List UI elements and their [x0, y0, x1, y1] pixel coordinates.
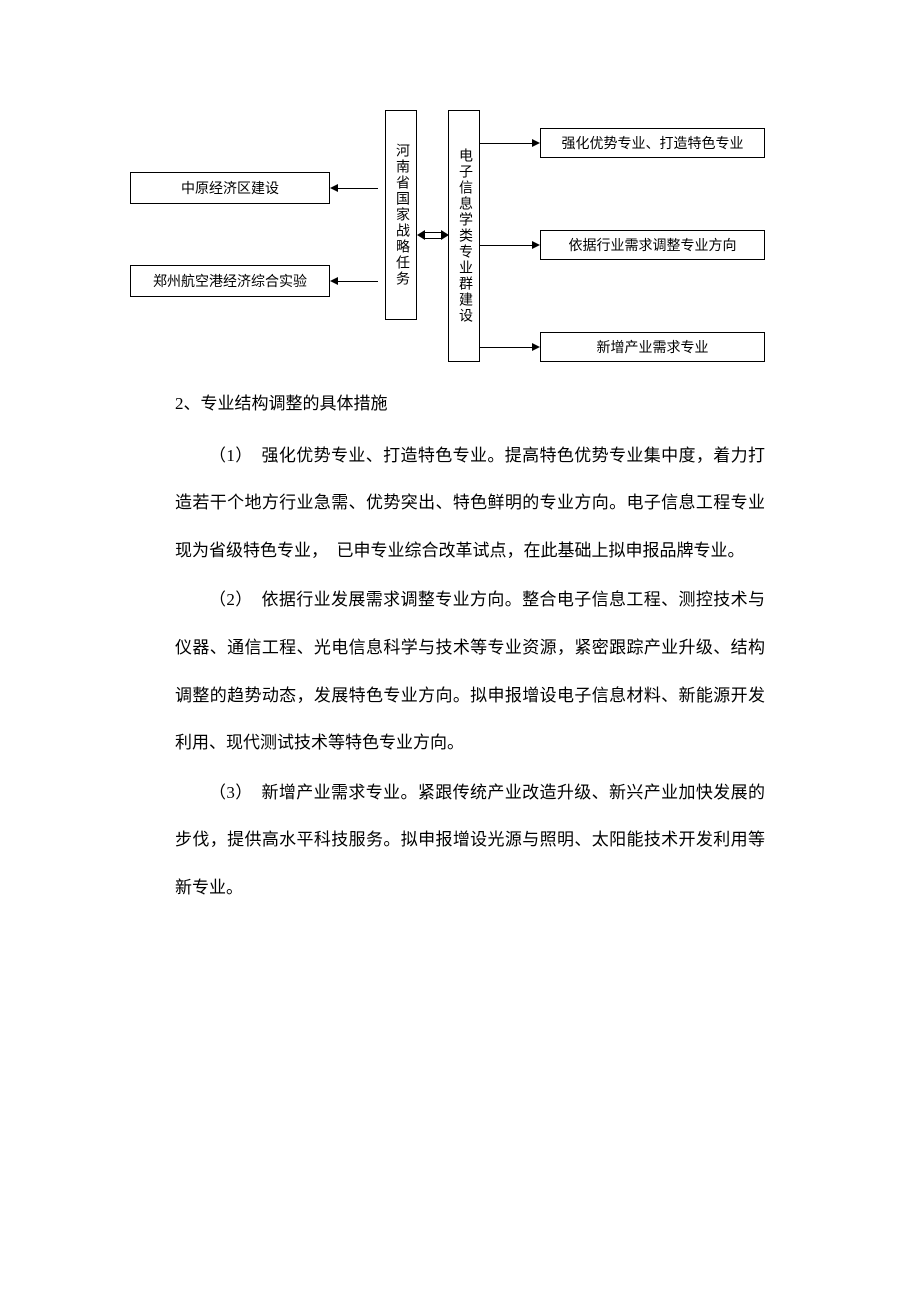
- right-box-1-label: 强化优势专业、打造特色专业: [562, 133, 744, 153]
- arrow-line: [424, 232, 442, 233]
- arrow-line: [338, 188, 378, 189]
- arrow-head-left-icon: [417, 230, 425, 240]
- right-box-2-label: 依据行业需求调整专业方向: [569, 235, 737, 255]
- arrow-line: [480, 143, 532, 144]
- right-box-3: 新增产业需求专业: [540, 332, 765, 362]
- document-content: 2、专业结构调整的具体措施 （1） 强化优势专业、打造特色专业。提高特色优势专业…: [175, 380, 765, 914]
- center-box-1: 河南省国家战略任务: [385, 110, 417, 320]
- arrow-head-right-icon: [441, 230, 449, 240]
- paragraph-2: （2） 依据行业发展需求调整专业方向。整合电子信息工程、测控技术与仪器、通信工程…: [175, 576, 765, 766]
- paragraph-1: （1） 强化优势专业、打造特色专业。提高特色优势专业集中度，着力打造若干个地方行…: [175, 432, 765, 575]
- right-box-1: 强化优势专业、打造特色专业: [540, 128, 765, 158]
- section-heading: 2、专业结构调整的具体措施: [175, 380, 765, 428]
- arrow-head-left-icon: [330, 184, 338, 192]
- center-box-2: 电子信息学类专业群建设: [448, 110, 480, 362]
- flowchart-diagram: 中原经济区建设 郑州航空港经济综合实验 河南省国家战略任务 电子信息学类专业群建…: [130, 110, 810, 370]
- left-box-2: 郑州航空港经济综合实验: [130, 265, 330, 297]
- right-box-3-label: 新增产业需求专业: [597, 337, 709, 357]
- left-box-1: 中原经济区建设: [130, 172, 330, 204]
- arrow-head-right-icon: [532, 343, 540, 351]
- arrow-line: [480, 347, 532, 348]
- paragraph-3: （3） 新增产业需求专业。紧跟传统产业改造升级、新兴产业加快发展的步伐，提供高水…: [175, 769, 765, 912]
- arrow-line: [424, 238, 442, 239]
- arrow-head-right-icon: [532, 241, 540, 249]
- arrow-head-right-icon: [532, 139, 540, 147]
- center-box-2-label: 电子信息学类专业群建设: [454, 148, 474, 324]
- center-box-1-label: 河南省国家战略任务: [391, 143, 411, 287]
- right-box-2: 依据行业需求调整专业方向: [540, 230, 765, 260]
- left-box-1-label: 中原经济区建设: [181, 178, 279, 198]
- arrow-head-left-icon: [330, 277, 338, 285]
- left-box-2-label: 郑州航空港经济综合实验: [153, 271, 307, 291]
- arrow-line: [338, 281, 378, 282]
- arrow-line: [480, 245, 532, 246]
